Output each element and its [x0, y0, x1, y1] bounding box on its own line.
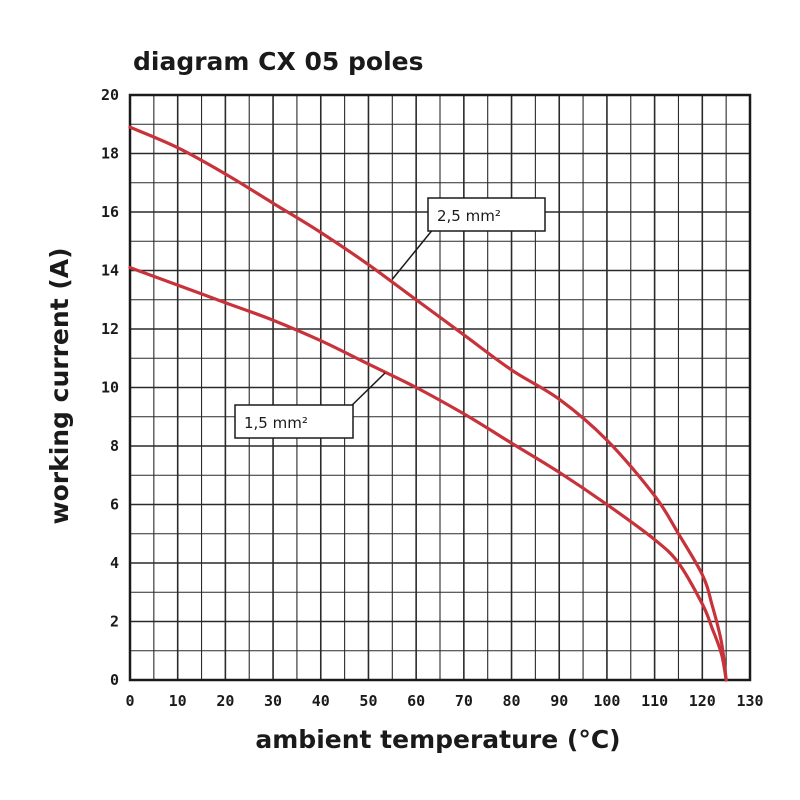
x-tick-label: 20 — [216, 692, 234, 710]
x-tick-label: 50 — [359, 692, 377, 710]
x-tick-label: 130 — [736, 692, 763, 710]
x-tick-label: 100 — [593, 692, 620, 710]
x-tick-label: 80 — [503, 692, 521, 710]
y-tick-label: 14 — [101, 262, 119, 280]
x-tick-label: 90 — [550, 692, 568, 710]
y-axis-label: working current (A) — [45, 247, 74, 524]
chart-title: diagram CX 05 poles — [133, 47, 423, 76]
grid — [129, 94, 751, 681]
x-tick-label: 120 — [689, 692, 716, 710]
x-tick-label: 0 — [125, 692, 134, 710]
x-tick-label: 60 — [407, 692, 425, 710]
y-tick-label: 12 — [101, 320, 119, 338]
y-tick-label: 8 — [110, 437, 119, 455]
x-tick-label: 70 — [455, 692, 473, 710]
annotation-leader-2-5 — [391, 227, 435, 280]
y-tick-label: 4 — [110, 554, 119, 572]
x-tick-label: 10 — [169, 692, 187, 710]
x-tick-label: 110 — [641, 692, 668, 710]
series-layer — [128, 125, 728, 682]
y-tick-label: 6 — [110, 496, 119, 514]
y-tick-label: 10 — [101, 379, 119, 397]
annotation-box-1-5 — [234, 404, 354, 439]
y-axis-ticks: 0 2 4 6 8 10 12 14 16 18 20 — [101, 86, 119, 689]
series-line-1 — [128, 266, 728, 682]
x-axis-ticks: 0 10 20 30 40 50 60 70 80 90 100 110 120 130 — [125, 692, 763, 710]
x-tick-label: 40 — [312, 692, 330, 710]
y-tick-label: 0 — [110, 671, 119, 689]
x-axis-label: ambient temperature (°C) — [255, 725, 620, 754]
annotation-label-1-5: 1,5 mm² — [244, 414, 308, 432]
y-tick-label: 16 — [101, 203, 119, 221]
x-tick-label: 30 — [264, 692, 282, 710]
y-tick-label: 2 — [110, 613, 119, 631]
annotation-box-2-5 — [427, 197, 546, 232]
series-line-0 — [128, 125, 728, 682]
plot-frame — [128, 93, 752, 682]
annotation-layer: 2,5 mm² 1,5 mm² — [234, 197, 546, 439]
y-tick-label: 20 — [101, 86, 119, 104]
annotation-label-2-5: 2,5 mm² — [437, 207, 501, 225]
y-tick-label: 18 — [101, 145, 119, 163]
